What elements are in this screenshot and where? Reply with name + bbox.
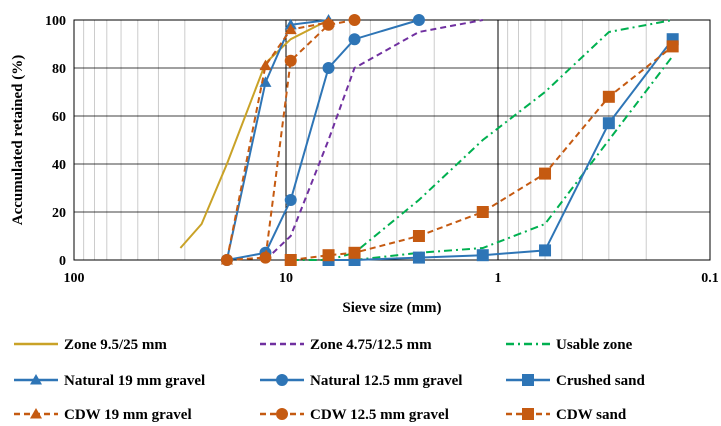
legend-label: CDW 12.5 mm gravel <box>310 407 449 423</box>
grid <box>74 20 710 260</box>
series-group <box>290 19 673 261</box>
data-point-marker <box>348 33 361 46</box>
legend-label: Natural 12.5 mm gravel <box>310 373 462 389</box>
data-point-marker <box>284 254 297 266</box>
data-point-marker <box>322 18 335 31</box>
legend-label: CDW sand <box>556 407 627 423</box>
y-tick-label: 20 <box>52 206 66 221</box>
data-point-marker <box>539 167 552 180</box>
series-line <box>328 38 674 261</box>
data-point-marker <box>259 59 272 71</box>
data-point-marker <box>412 14 425 26</box>
legend-item: Crushed sand <box>506 373 645 389</box>
data-point-marker <box>30 374 42 385</box>
series-line <box>290 45 674 261</box>
data-point-marker <box>276 374 288 386</box>
data-point-marker <box>322 62 335 74</box>
legend-item: CDW 12.5 mm gravel <box>260 407 449 423</box>
y-tick-label: 0 <box>59 254 66 269</box>
series-group <box>354 55 674 261</box>
legend-item: Natural 19 mm gravel <box>14 373 205 389</box>
series-line <box>179 19 329 249</box>
data-point-marker <box>348 14 361 26</box>
data-point-marker <box>666 40 679 53</box>
x-tick-label: 100 <box>64 271 85 286</box>
legend-item: Usable zone <box>506 337 633 353</box>
series-line <box>225 21 329 261</box>
data-point-marker <box>284 194 297 206</box>
legend-label: Natural 19 mm gravel <box>64 373 205 389</box>
series-group <box>284 40 679 266</box>
data-point-marker <box>322 249 335 262</box>
data-point-marker <box>412 230 425 242</box>
x-tick-label: 10 <box>279 271 293 286</box>
y-tick-label: 80 <box>52 62 66 77</box>
series-line <box>226 19 355 261</box>
legend-label: Zone 4.75/12.5 mm <box>310 337 432 353</box>
legend-item: Natural 12.5 mm gravel <box>260 373 462 389</box>
data-point-marker <box>259 251 272 264</box>
legend-item: Zone 4.75/12.5 mm <box>260 337 432 353</box>
series-line <box>226 19 420 261</box>
tick-labels: 100 10 1 0.1 0 20 40 60 80 100 <box>45 14 719 286</box>
series-layer <box>179 14 679 266</box>
data-point-marker <box>476 206 489 218</box>
series-group <box>179 19 329 249</box>
series-line <box>354 55 674 261</box>
y-tick-label: 60 <box>52 110 66 125</box>
y-tick-label: 100 <box>45 14 66 29</box>
legend: Zone 9.5/25 mm Zone 4.75/12.5 mm Usable zo… <box>14 337 645 423</box>
data-point-marker <box>602 90 615 103</box>
legend-label: CDW 19 mm gravel <box>64 407 192 423</box>
series-line <box>225 19 329 261</box>
data-point-marker <box>284 54 297 67</box>
legend-item: Zone 9.5/25 mm <box>14 337 167 353</box>
plot-frame <box>73 19 711 261</box>
data-point-marker <box>476 249 489 262</box>
series-line <box>290 19 673 261</box>
legend-item: CDW 19 mm gravel <box>14 407 192 423</box>
legend-item: CDW sand <box>506 407 627 423</box>
legend-label: Crushed sand <box>556 373 645 389</box>
data-point-marker <box>220 254 233 266</box>
x-axis-title: Sieve size (mm) <box>342 300 441 316</box>
series-group <box>220 14 361 266</box>
data-point-marker <box>30 408 42 419</box>
data-point-marker <box>522 374 534 386</box>
data-point-marker <box>522 408 534 420</box>
data-point-marker <box>348 246 361 259</box>
data-point-marker <box>602 117 615 130</box>
data-point-marker <box>259 76 272 87</box>
x-tick-label: 0.1 <box>701 271 719 286</box>
y-axis-title: Accumulated retained (%) <box>10 55 26 226</box>
x-tick-label: 1 <box>495 271 502 286</box>
y-tick-label: 40 <box>52 158 66 173</box>
data-point-marker <box>539 244 552 257</box>
data-point-marker <box>276 408 288 420</box>
data-point-marker <box>412 251 425 264</box>
legend-label: Zone 9.5/25 mm <box>64 337 167 353</box>
data-point-marker <box>284 23 297 35</box>
legend-label: Usable zone <box>556 337 633 353</box>
